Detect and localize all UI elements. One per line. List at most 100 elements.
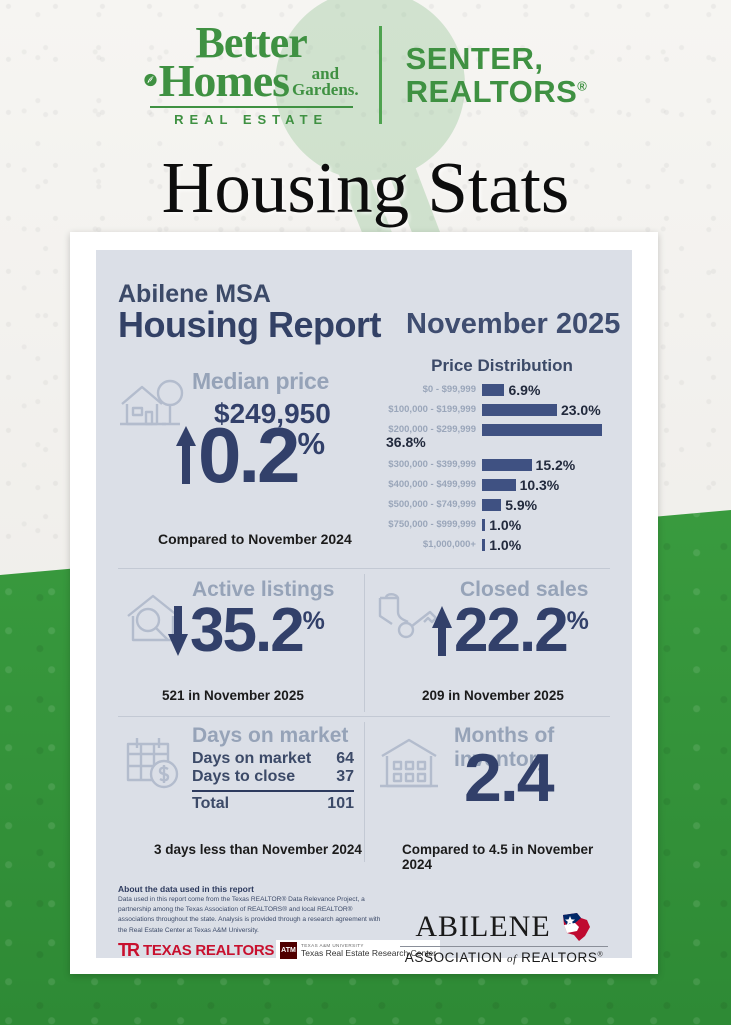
- bhg-homes-text: Homes: [158, 54, 290, 106]
- days-on-market-total-value: 101: [327, 795, 354, 812]
- price-distribution-bar: [482, 403, 557, 416]
- days-on-market-panel: Days on market Days on market 64 Days to c…: [118, 724, 364, 864]
- closed-sales-label: Closed sales: [460, 578, 589, 601]
- report-name: Housing Report: [118, 304, 381, 345]
- price-distribution-bar-wrap: 15.2%: [482, 457, 618, 473]
- price-distribution-bar: [482, 423, 602, 436]
- bhg-real-estate-text: REAL ESTATE: [174, 111, 329, 127]
- house-magnifier-icon: [127, 594, 179, 642]
- bhg-divider-rule: [149, 105, 353, 108]
- about-data-title: About the data used in this report: [118, 884, 255, 894]
- active-listings-change-value: 35.2: [190, 596, 305, 665]
- days-on-market-row-value: 37: [336, 768, 354, 785]
- active-listings-footnote: 521 in November 2025: [162, 688, 304, 703]
- price-distribution-category: $500,000 - $749,999: [388, 499, 476, 510]
- price-distribution-row: $100,000 - $199,999 23.0%: [386, 401, 618, 418]
- bhg-and-gardens-text: and Gardens.: [292, 64, 359, 99]
- price-distribution-chart: Price Distribution $0 - $99,999 6.9% $100,…: [386, 356, 618, 556]
- closed-sales-panel: Closed sales 22.2 % 209 in November 2025: [378, 576, 618, 714]
- header-vertical-divider: [378, 26, 382, 124]
- texas-am-badge-icon: ATM: [280, 942, 297, 959]
- abilene-registered-mark: ®: [597, 951, 604, 959]
- price-distribution-row: $400,000 - $499,999 10.3%: [386, 476, 618, 493]
- days-on-market-row: Days on market 64: [192, 750, 354, 768]
- closed-sales-percent-sign: %: [566, 607, 589, 635]
- about-data-body: Data used in this report come from the T…: [118, 896, 381, 934]
- active-listings-label: Active listings: [192, 578, 335, 601]
- texas-realtors-text: TEXAS REALTORS: [143, 942, 275, 959]
- divider-col-middle-1: [364, 574, 365, 712]
- price-distribution-bar: [482, 478, 516, 491]
- trerc-name-line: Texas Real Estate Research Center: [301, 948, 437, 958]
- abilene-realtors-word: REALTORS: [521, 950, 598, 965]
- price-distribution-value: 5.9%: [505, 496, 538, 513]
- better-homes-gardens-logo: Better Homes and Gardens. REAL ESTATE: [144, 18, 359, 127]
- arrow-up-icon: [432, 606, 452, 656]
- divider-row-1: [118, 568, 610, 569]
- days-on-market-row: Days to close 37: [192, 768, 354, 786]
- abilene-of-word: of: [507, 953, 517, 965]
- days-on-market-label: Days on market: [192, 724, 349, 747]
- texas-real-estate-research-center-logo: ATM TEXAS A&M UNIVERSITY Texas Real Esta…: [276, 940, 441, 961]
- brand-header: Better Homes and Gardens. REAL ESTATE SE…: [0, 10, 731, 140]
- price-distribution-bar-wrap: 1.0%: [482, 537, 618, 553]
- price-distribution-category: $750,000 - $999,999: [388, 519, 476, 530]
- median-price-value: $249,950: [214, 398, 331, 429]
- bhg-better-text: Better: [195, 18, 308, 68]
- price-distribution-row: $300,000 - $399,999 15.2%: [386, 456, 618, 473]
- median-price-panel: Median price $249,950 0.2 % Compared to …: [118, 368, 386, 562]
- price-distribution-row: $750,000 - $999,999 1.0%: [386, 516, 618, 533]
- days-on-market-total-rule: [192, 790, 354, 792]
- price-distribution-row: $500,000 - $749,999 5.9%: [386, 496, 618, 513]
- price-distribution-value: 1.0%: [489, 516, 522, 533]
- senter-registered-mark: ®: [577, 78, 588, 94]
- price-distribution-value: 6.9%: [508, 381, 541, 398]
- msa-name: Abilene MSA: [118, 280, 271, 308]
- abilene-association-word: ASSOCIATION: [404, 950, 503, 965]
- price-distribution-bar-wrap: 6.9%: [482, 382, 618, 398]
- price-distribution-bar-wrap: 10.3%: [482, 477, 618, 493]
- median-price-label: Median price: [192, 368, 329, 394]
- closed-sales-change: 22.2 %: [430, 600, 589, 661]
- background-leaf-watermark: [275, 0, 465, 240]
- report-header: Abilene MSA Housing Report November 2025: [96, 250, 632, 360]
- senter-line-1: SENTER,: [405, 40, 544, 76]
- price-distribution-bar: [482, 498, 502, 511]
- calendar-dollar-icon: [126, 738, 179, 789]
- arrow-down-icon: [168, 606, 188, 656]
- active-listings-panel: Active listings 35.2 % 521 in November 2…: [118, 576, 364, 714]
- texas-flag-state-icon: [562, 913, 590, 941]
- price-distribution-bar-wrap: 5.9%: [482, 497, 618, 513]
- abilene-name: ABILENE: [415, 910, 551, 943]
- price-distribution-category: $400,000 - $499,999: [388, 479, 476, 490]
- median-price-footnote: Compared to November 2024: [158, 531, 352, 547]
- closed-sales-footnote: 209 in November 2025: [422, 688, 564, 703]
- price-distribution-category: $300,000 - $399,999: [388, 459, 476, 470]
- price-distribution-category: $200,000 - $299,999: [388, 424, 476, 435]
- price-distribution-value: 36.8%: [386, 434, 426, 450]
- price-distribution-category: $1,000,000+: [422, 539, 476, 550]
- price-distribution-row: $1,000,000+ 1.0%: [386, 536, 618, 553]
- hand-keys-icon: [378, 593, 438, 639]
- divider-col-middle-2: [364, 722, 365, 862]
- days-on-market-total-label: Total: [192, 795, 230, 812]
- active-listings-change: 35.2 %: [166, 596, 325, 665]
- senter-line-2: REALTORS: [405, 74, 578, 109]
- price-distribution-value: 10.3%: [519, 476, 560, 493]
- days-on-market-row-label: Days to close: [192, 768, 296, 785]
- months-of-inventory-panel: Months of inventory 2.4 Compared to 4.5 …: [378, 724, 618, 872]
- months-of-inventory-value: 2.4: [464, 740, 555, 816]
- days-on-market-row-value: 64: [336, 750, 354, 767]
- months-of-inventory-footnote: Compared to 4.5 in November 2024: [402, 842, 594, 872]
- price-distribution-value: 1.0%: [489, 536, 522, 553]
- price-distribution-category: $0 - $99,999: [422, 384, 476, 395]
- abilene-divider-rule: [400, 946, 608, 947]
- days-on-market-total-row: Total 101: [192, 795, 354, 813]
- abilene-association-logo: ABILENE ASSOCIATION of REALTORS®: [396, 910, 612, 965]
- price-distribution-category: $100,000 - $199,999: [388, 404, 476, 415]
- housing-report: Abilene MSA Housing Report November 2025…: [96, 250, 632, 965]
- price-distribution-bar: [482, 538, 486, 551]
- days-on-market-table: Days on market 64 Days to close 37 Total 10…: [192, 750, 354, 813]
- divider-row-2: [118, 716, 610, 717]
- price-distribution-row: $200,000 - $299,999 36.8%: [386, 421, 618, 450]
